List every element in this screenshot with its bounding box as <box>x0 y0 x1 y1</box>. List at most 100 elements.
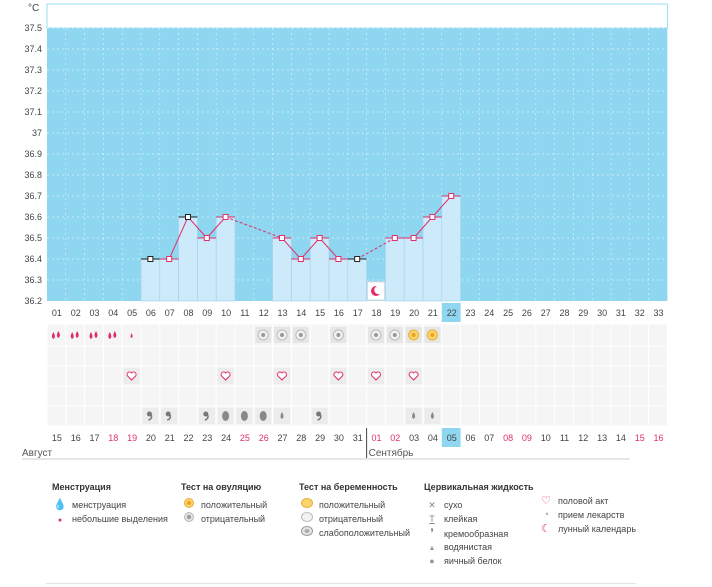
legend-label: менструация <box>72 500 127 510</box>
symbol-cell <box>160 324 179 346</box>
menstruation-drop-icon <box>51 332 55 339</box>
watery-icon <box>430 412 434 419</box>
plot-top-band <box>46 3 668 29</box>
symbol-cell <box>329 406 348 426</box>
symbol-cell <box>498 324 517 346</box>
symbol-cell <box>310 324 329 346</box>
temperature-bar <box>403 237 424 302</box>
cycle-day-label: 12 <box>259 308 269 318</box>
heart-icon: ♡ <box>541 495 551 507</box>
cycle-day-highlight <box>441 303 461 322</box>
symbol-cell <box>197 324 216 346</box>
temperature-bar <box>385 237 405 302</box>
symbol-cell <box>367 406 385 426</box>
spotting-drop-icon: ● <box>57 517 63 524</box>
symbol-cell <box>385 406 404 426</box>
symbol-cell <box>103 386 122 406</box>
calendar-day-label: 16 <box>653 433 663 443</box>
symbol-cell <box>310 386 329 406</box>
symbol-cell <box>235 324 254 346</box>
cycle-day-label: 11 <box>240 308 249 318</box>
ovulation-negative-core <box>261 333 266 337</box>
symbol-cell <box>216 386 235 406</box>
symbol-cell <box>141 386 160 406</box>
cycle-day-label: 29 <box>578 308 588 318</box>
symbol-cell <box>630 366 649 386</box>
temperature-bar <box>272 237 292 302</box>
calendar-day-label: 24 <box>221 433 231 443</box>
symbol-cell <box>479 324 498 346</box>
heart-icon <box>408 371 419 381</box>
cycle-day-label: 18 <box>371 308 381 318</box>
dry-icon: ✕ <box>428 500 436 510</box>
temperature-bar <box>291 258 311 302</box>
temperature-bar <box>441 195 461 302</box>
symbol-cell <box>649 366 667 386</box>
symbol-cell <box>630 386 649 406</box>
symbol-cell <box>461 406 479 426</box>
symbol-cell <box>555 366 573 386</box>
egg-white-icon <box>259 411 267 421</box>
symbol-cell <box>461 366 479 386</box>
symbol-cell <box>423 386 442 406</box>
cycle-day-label: 07 <box>165 308 175 318</box>
temperature-point <box>410 235 417 241</box>
temperature-line <box>300 237 320 260</box>
menstruation-drop-icon <box>75 331 79 338</box>
calendar-day-label: 06 <box>465 433 475 443</box>
temperature-point <box>335 256 342 262</box>
symbol-cell <box>555 324 573 346</box>
ovulation-negative-core <box>336 333 341 337</box>
cycle-day-label: 05 <box>127 308 137 318</box>
symbol-cell <box>122 406 141 426</box>
ovulation-negative-core <box>280 333 284 337</box>
heart-icon <box>126 371 137 381</box>
calendar-day-label: 22 <box>183 433 193 443</box>
temperature-line <box>168 216 189 260</box>
symbol-cell <box>592 346 611 366</box>
pregnancy-weak-icon <box>299 526 315 540</box>
cycle-day-label: 32 <box>635 308 645 318</box>
symbol-cell <box>517 406 536 426</box>
symbol-cell <box>348 324 367 346</box>
cycle-day-label: 13 <box>277 308 287 318</box>
calendar-day-label: 15 <box>52 433 62 443</box>
symbol-cell <box>423 366 442 386</box>
y-tick-label: 36.6 <box>24 212 42 222</box>
heart-icon <box>277 371 287 381</box>
creamy-icon-tail <box>317 414 322 421</box>
calendar-day-label: 01 <box>371 433 381 443</box>
month-label: Сентябрь <box>369 447 414 459</box>
cycle-day-label: 24 <box>484 308 494 318</box>
symbol-cell <box>254 386 273 406</box>
temperature-line <box>413 216 433 239</box>
y-tick-label: 36.5 <box>24 233 42 243</box>
calendar-day-label: 28 <box>296 433 306 443</box>
temperature-point <box>203 235 210 241</box>
symbol-cell <box>517 324 536 346</box>
creamy-icon-tail <box>166 414 172 421</box>
temperature-bar <box>347 258 367 302</box>
temperature-bar <box>215 216 236 302</box>
cycle-day-label: 14 <box>296 308 306 318</box>
menstruation-drop-icon <box>89 332 93 339</box>
symbol-cell <box>197 386 216 406</box>
legend-label: яичный белок <box>444 556 502 566</box>
menstruation-drop-icon <box>70 332 74 339</box>
y-tick-label: 37.5 <box>24 23 42 33</box>
cycle-day-label: 02 <box>71 308 81 318</box>
cycle-day-label: 16 <box>334 308 344 318</box>
watery-icon <box>280 412 284 419</box>
symbol-cell <box>310 366 329 386</box>
legend-label: отрицательный <box>201 514 266 524</box>
symbol-cell <box>103 406 122 426</box>
symbol-cell <box>235 386 254 406</box>
watery-icon <box>412 412 416 419</box>
symbol-cell <box>555 346 573 366</box>
cycle-day-label: 28 <box>559 308 569 318</box>
calendar-day-label: 16 <box>71 433 81 443</box>
menstruation-drop-icon <box>108 332 112 339</box>
ovulation-positive-core <box>411 333 416 337</box>
creamy-icon-tail <box>148 414 153 421</box>
temperature-point <box>185 214 191 220</box>
